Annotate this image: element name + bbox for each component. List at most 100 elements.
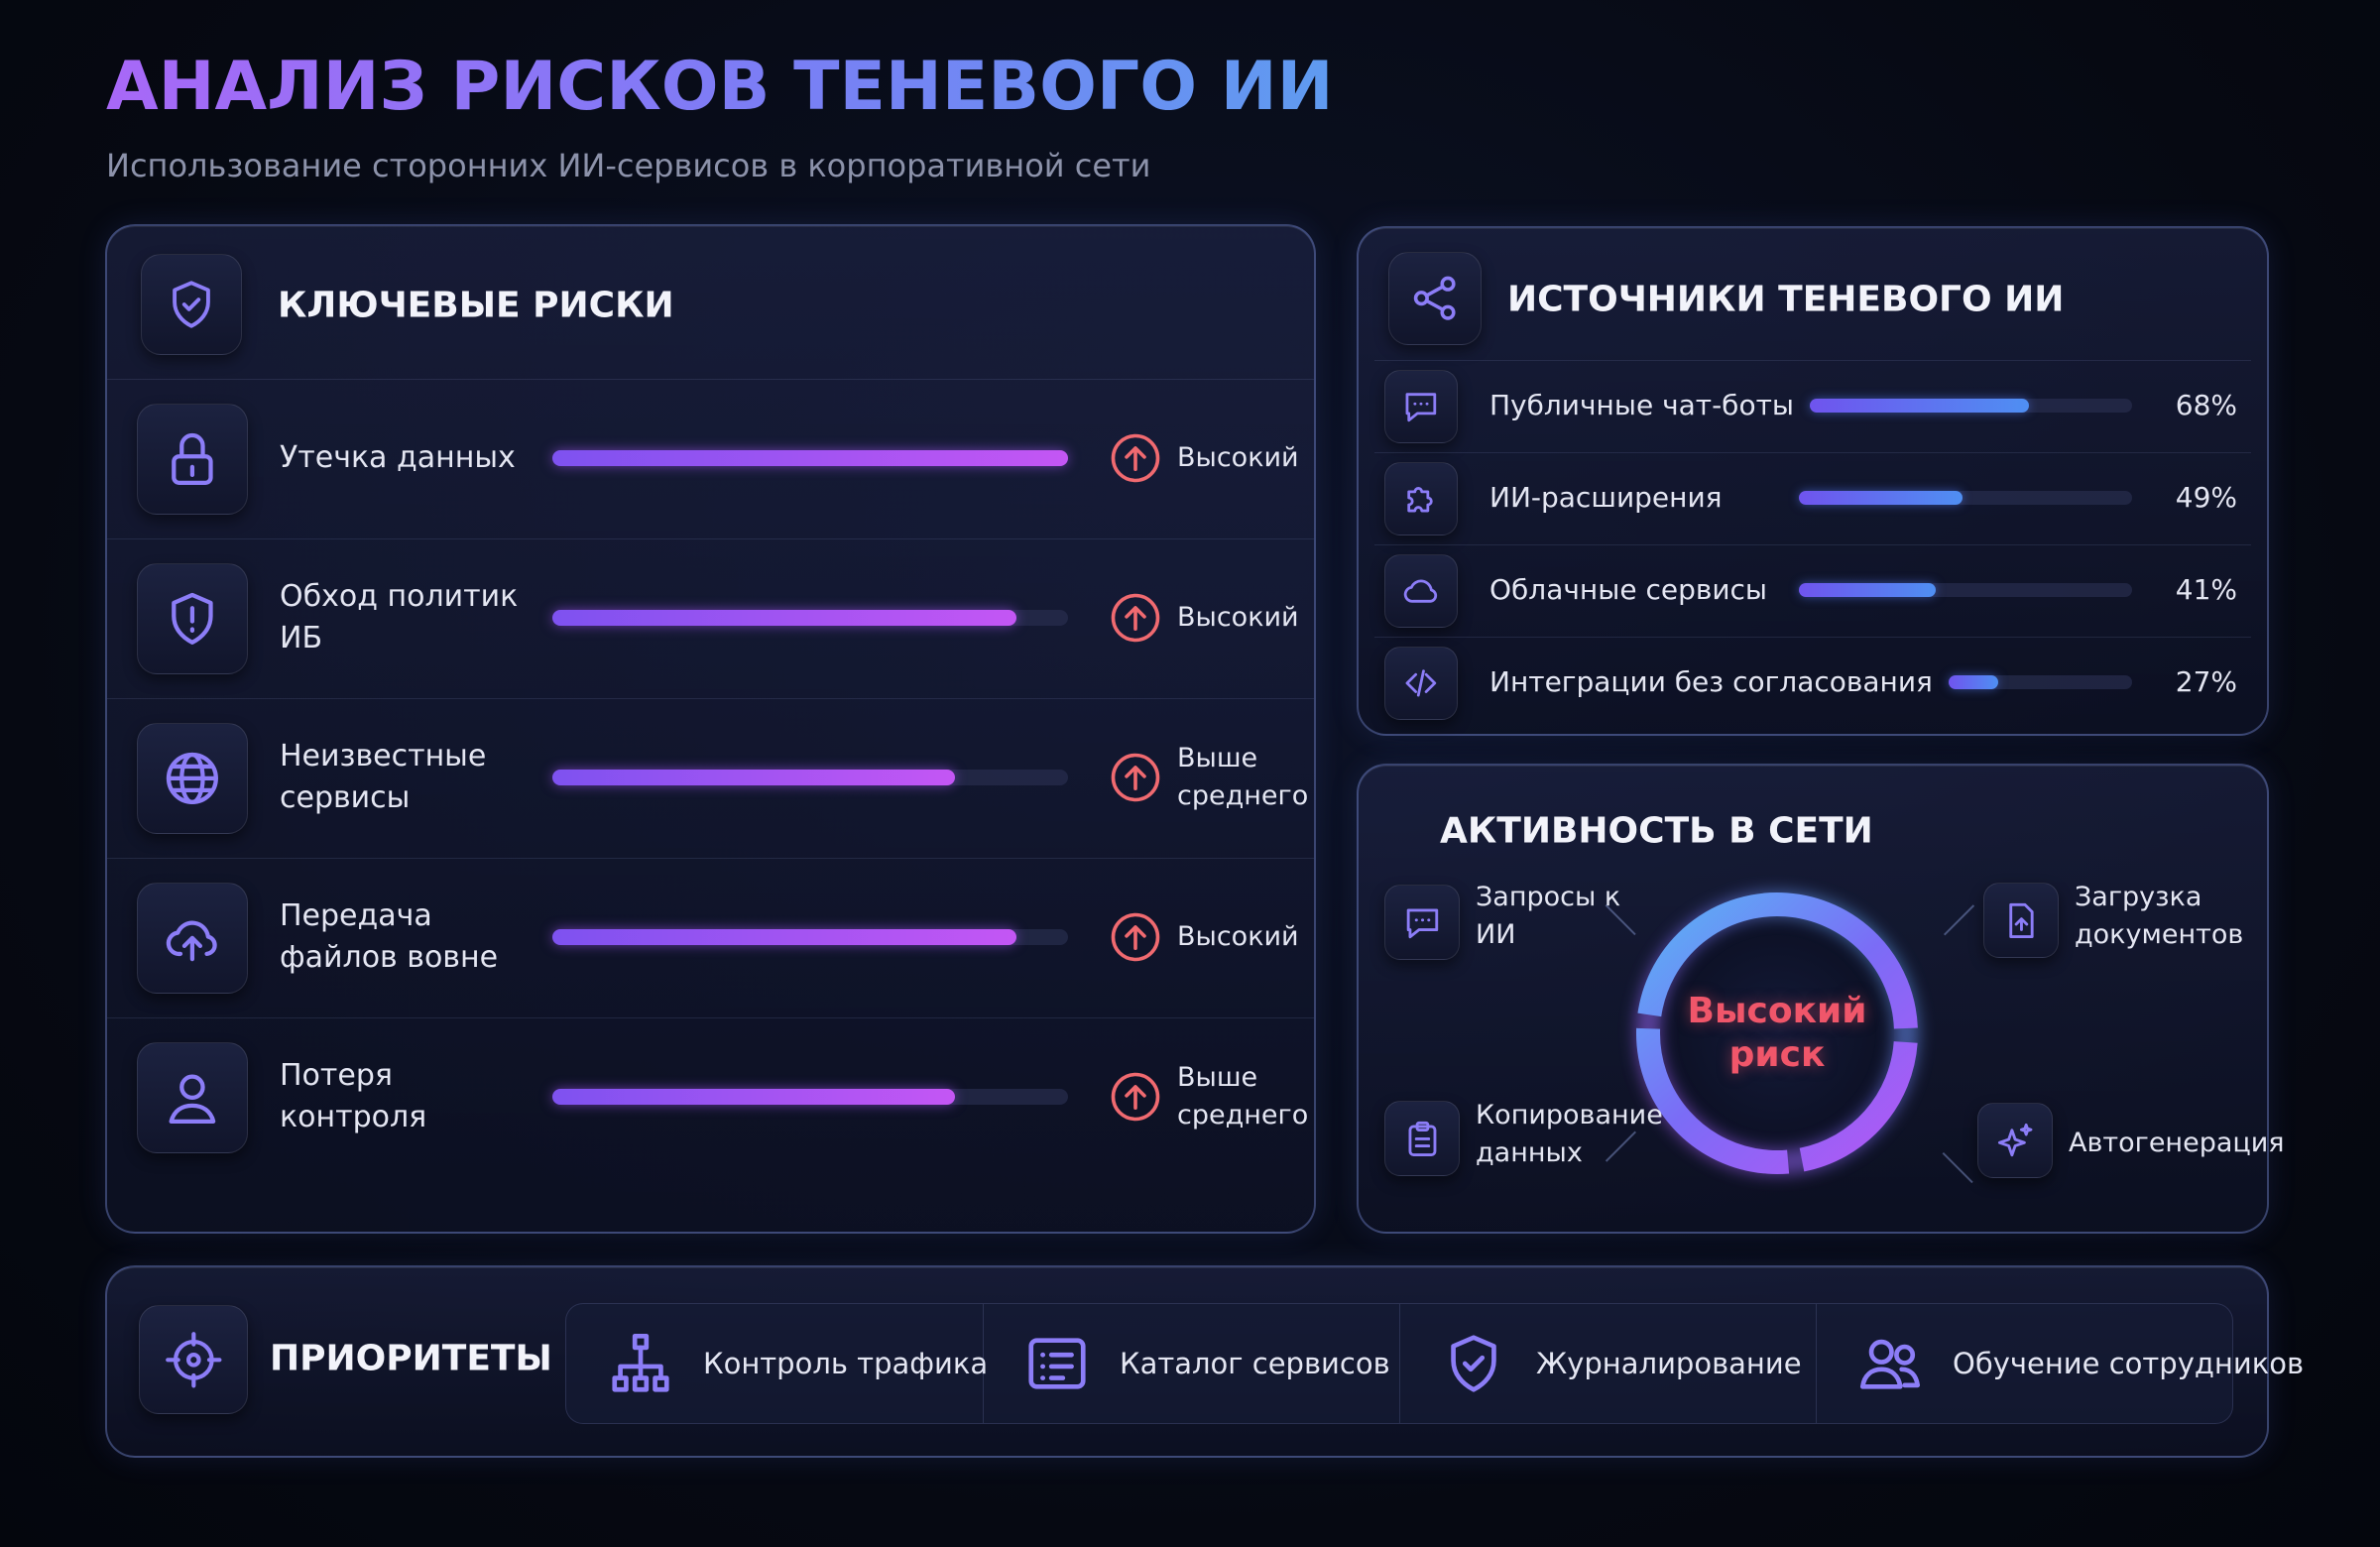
icon xyxy=(1384,885,1460,960)
icon-shape xyxy=(1894,1344,1916,1366)
bar xyxy=(552,450,1068,466)
icon-shape xyxy=(169,1074,216,1125)
row-divider xyxy=(107,698,1314,699)
icon-shape xyxy=(1406,908,1438,938)
icon-shape xyxy=(1405,669,1437,697)
icon-shape xyxy=(1111,433,1160,483)
icon-shape xyxy=(165,1331,222,1388)
bar xyxy=(1799,491,1963,505)
icon-shape xyxy=(173,281,210,328)
source-share: 68% xyxy=(2175,389,2237,421)
icon-shape xyxy=(181,935,203,962)
bar-track xyxy=(552,929,1068,945)
ring-label: Высокий риск xyxy=(1687,991,1867,1075)
icon-shape xyxy=(1111,753,1160,802)
icon-shape xyxy=(1408,1125,1436,1156)
row-divider xyxy=(1374,452,2251,453)
activity-label: Автогенерация xyxy=(2069,1128,2285,1158)
icon-shape xyxy=(1440,276,1456,293)
trend-icon xyxy=(1109,591,1162,645)
icon-shape xyxy=(612,1333,669,1392)
icon xyxy=(137,404,248,515)
icon-shape xyxy=(1414,276,1456,321)
icon-shape xyxy=(1405,669,1437,697)
icon xyxy=(141,254,242,355)
icon-shape xyxy=(2019,1123,2032,1135)
source-name: ИИ-расширения xyxy=(1489,481,1723,514)
connector xyxy=(1942,1152,1973,1184)
bar xyxy=(1949,675,1998,689)
priorities-panel: ПРИОРИТЕТЫ Контроль трафика Каталог серви… xyxy=(105,1265,2304,1458)
priorities-list: Контроль трафика Каталог сервисов Журналир… xyxy=(565,1303,2304,1424)
icon-shape xyxy=(1028,1338,1086,1389)
icon-shape xyxy=(1125,925,1146,951)
icon xyxy=(606,1329,675,1398)
source-share: 49% xyxy=(2175,481,2237,514)
icon-shape xyxy=(2008,902,2034,938)
icon-shape xyxy=(1403,579,1438,603)
icon-shape xyxy=(1040,1352,1074,1380)
risk-rating: Высокий xyxy=(1177,602,1299,633)
cell-divider xyxy=(1399,1304,1400,1423)
icon-shape xyxy=(169,1103,216,1125)
icon-shape xyxy=(172,592,213,646)
risk-rating: Выше среднего xyxy=(1177,743,1309,811)
icon-shape xyxy=(1111,912,1160,962)
cell-divider xyxy=(1816,1304,1817,1423)
icon-shape xyxy=(1407,487,1433,513)
icon xyxy=(1439,1329,1508,1398)
icon-shape xyxy=(1997,1128,2026,1156)
panel-title: АКТИВНОСТЬ В СЕТИ xyxy=(1440,810,1873,852)
bar xyxy=(552,929,1016,945)
icon-shape xyxy=(2008,902,2034,938)
source-share: 27% xyxy=(2175,665,2237,698)
icon-shape xyxy=(1899,1367,1921,1388)
icon-shape xyxy=(166,752,219,805)
trend-icon xyxy=(1109,431,1162,485)
icon xyxy=(1977,1103,2053,1178)
icon-shape xyxy=(1125,446,1146,472)
priority-label: Журналирование xyxy=(1536,1347,1802,1380)
icon xyxy=(1384,647,1458,720)
activity-panel: АКТИВНОСТЬ В СЕТИ Высокий риск Запросы к… xyxy=(1357,764,2285,1234)
priority-label: Обучение сотрудников xyxy=(1953,1347,2305,1380)
activity-label: Загрузка документов xyxy=(2075,882,2244,950)
icon-shape xyxy=(1414,1136,1430,1147)
icon-shape xyxy=(166,920,217,957)
risk-name: Потеря контроля xyxy=(280,1058,427,1134)
icon-shape xyxy=(181,298,201,311)
icon-shape xyxy=(172,433,213,486)
icon-shape xyxy=(1111,1072,1160,1122)
icon-shape xyxy=(2014,916,2028,931)
row-divider xyxy=(1374,360,2251,361)
row-divider xyxy=(107,538,1314,539)
trend-icon xyxy=(1109,751,1162,804)
bar-track xyxy=(552,1089,1068,1105)
icon-shape xyxy=(173,1339,214,1380)
risk-rating: Высокий xyxy=(1177,921,1299,952)
icon xyxy=(139,1305,248,1414)
bar xyxy=(552,1089,955,1105)
page-title: АНАЛИЗ РИСКОВ ТЕНЕВОГО ИИ xyxy=(106,48,1334,126)
icon xyxy=(137,1042,248,1153)
priority-label: Каталог сервисов xyxy=(1120,1347,1390,1380)
panel-title: КЛЮЧЕВЫЕ РИСКИ xyxy=(278,285,674,326)
risk-name: Неизвестные сервисы xyxy=(280,739,487,815)
risk-name: Утечка данных xyxy=(280,440,516,475)
icon-shape xyxy=(1111,753,1160,802)
icon-shape xyxy=(179,1074,205,1101)
source-name: Интеграции без согласования xyxy=(1489,665,1933,698)
bar xyxy=(552,610,1016,626)
row-divider xyxy=(107,379,1314,380)
icon-shape xyxy=(1440,304,1456,321)
row-divider xyxy=(107,1017,1314,1018)
icon-shape xyxy=(1111,1072,1160,1122)
bar xyxy=(552,770,955,785)
icon-shape xyxy=(618,1345,663,1380)
icon-shape xyxy=(1403,579,1438,603)
bar-track xyxy=(1799,583,2132,597)
cell-divider xyxy=(983,1304,984,1423)
risk-ring xyxy=(1635,892,1919,1175)
icon xyxy=(1022,1329,1092,1398)
